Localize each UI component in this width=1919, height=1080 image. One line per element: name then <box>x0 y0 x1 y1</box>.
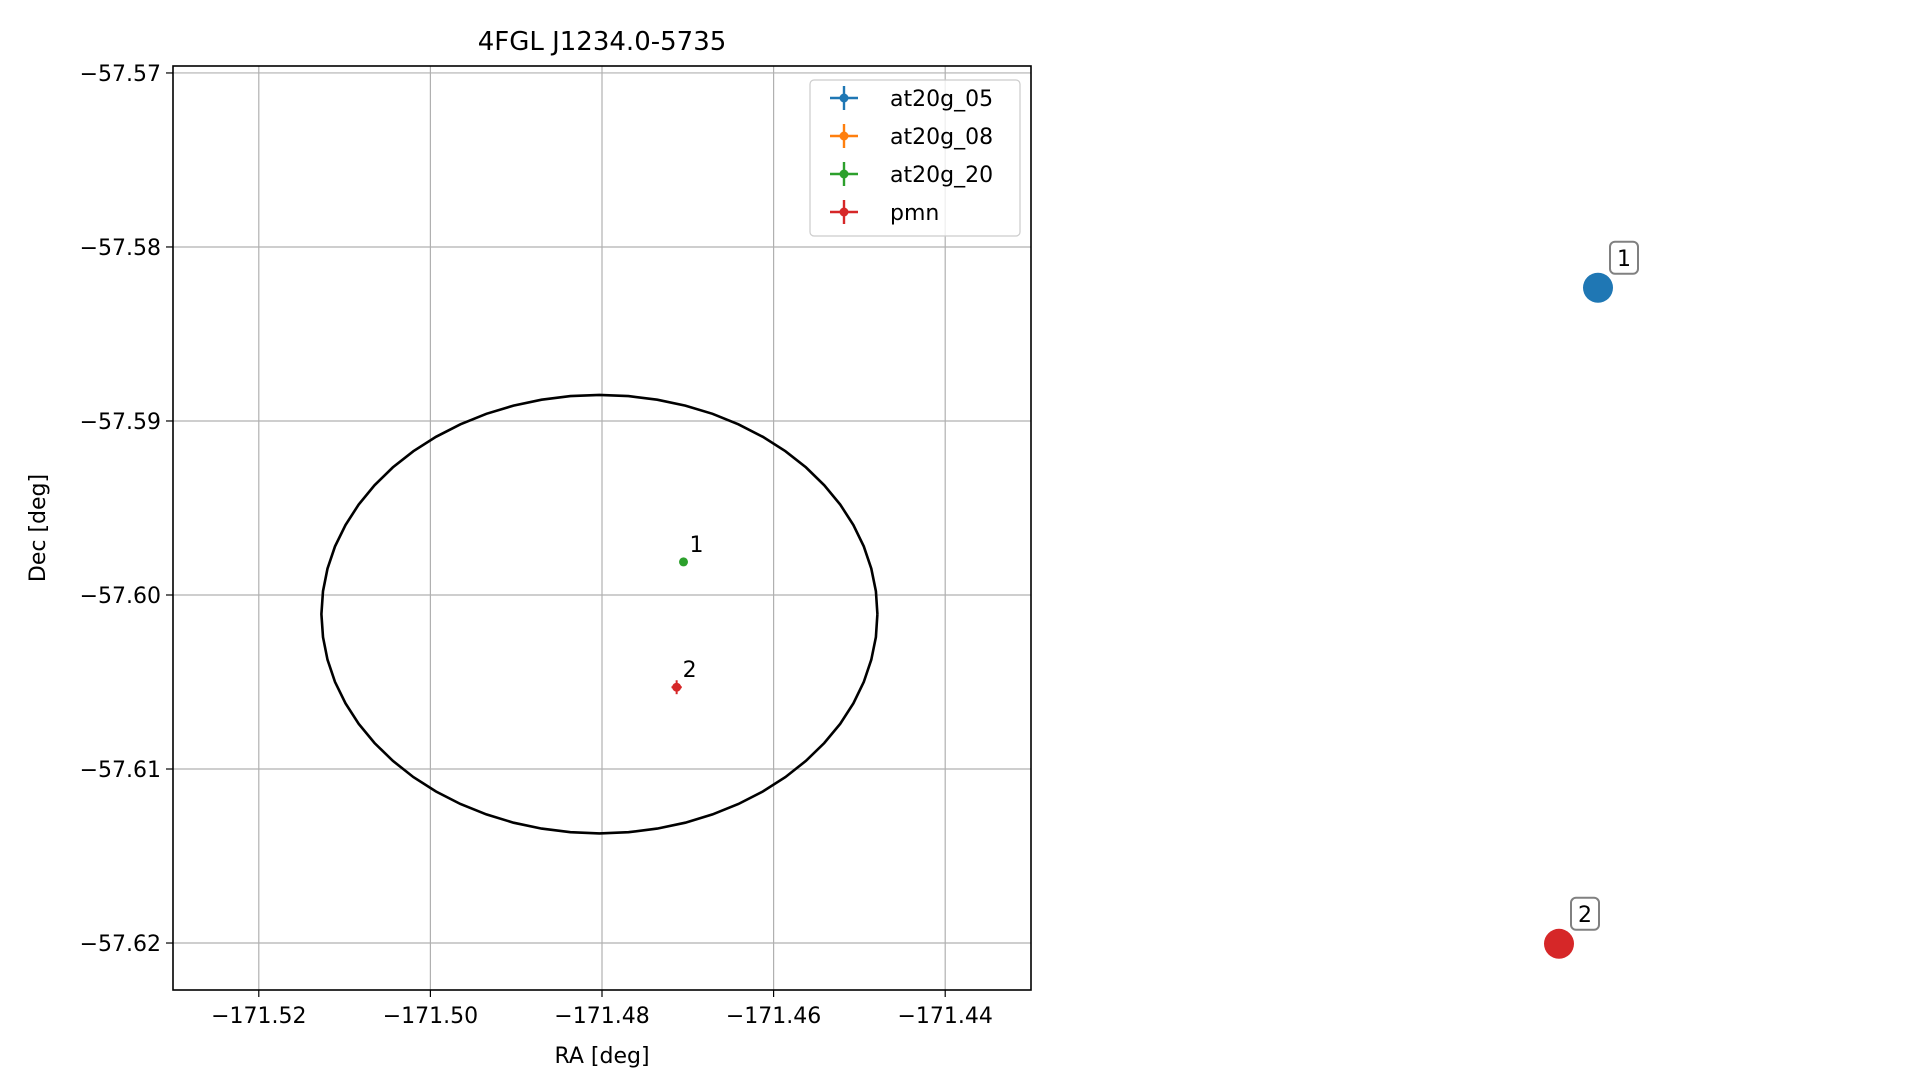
legend-marker-dot <box>839 169 849 179</box>
right-marker-1: 1 <box>1583 240 1639 303</box>
right-marker-2: 2 <box>1544 896 1600 959</box>
right-panel: 12 <box>1544 240 1639 959</box>
grid-lines <box>173 66 1031 990</box>
legend-marker-dot <box>839 131 849 141</box>
data-point-at20g_20: 1 <box>679 533 704 567</box>
tick-layer: −171.52 −171.50 −171.48 −171.46 −171.44 −57.5… <box>80 62 993 1029</box>
point-annotation: 2 <box>683 658 697 683</box>
y-tick-label: −57.60 <box>80 584 161 609</box>
x-axis-label: RA [deg] <box>554 1044 649 1069</box>
point-marker <box>679 557 689 567</box>
left-panel: 12 −171.52 −171.50 −171.48 −171.46 −171.44−5… <box>26 27 1032 1069</box>
right-point-circle <box>1583 272 1613 303</box>
source-points-layer: 12 <box>671 533 704 695</box>
y-axis-label: Dec [deg] <box>26 474 51 582</box>
y-tick-label: −57.61 <box>80 758 161 783</box>
y-tick-label: −57.62 <box>80 932 161 957</box>
right-point-label-box <box>1570 896 1600 931</box>
y-tick-label: −57.57 <box>80 62 161 87</box>
legend-label: at20g_08 <box>890 125 993 150</box>
legend-item-pmn: pmn <box>830 200 939 226</box>
error-ellipse <box>320 393 879 835</box>
right-point-circle <box>1544 928 1574 959</box>
y-tick-label: −57.59 <box>80 410 161 435</box>
legend-marker-dot <box>839 207 849 217</box>
legend-marker-dot <box>839 93 849 103</box>
data-point-pmn: 2 <box>671 658 697 695</box>
legend-item-at20g_05: at20g_05 <box>830 86 993 112</box>
chart-title: 4FGL J1234.0-5735 <box>478 27 727 57</box>
legend-label: at20g_05 <box>890 87 993 112</box>
right-point-label: 2 <box>1578 903 1592 928</box>
legend-item-at20g_08: at20g_08 <box>830 124 993 150</box>
right-point-label: 1 <box>1617 247 1631 272</box>
legend-item-at20g_20: at20g_20 <box>830 162 993 188</box>
x-tick-label: −171.48 <box>554 1004 649 1029</box>
x-tick-label: −171.52 <box>211 1004 306 1029</box>
legend-box <box>809 79 1021 237</box>
right-point-label-box <box>1609 240 1639 275</box>
x-tick-label: −171.44 <box>897 1004 992 1029</box>
y-tick-label: −57.58 <box>80 236 161 261</box>
legend-label: pmn <box>890 201 939 226</box>
point-annotation: 1 <box>690 533 704 558</box>
point-marker <box>672 682 682 692</box>
x-tick-label: −171.46 <box>726 1004 821 1029</box>
legend-label: at20g_20 <box>890 163 993 188</box>
error-ellipse-layer <box>320 393 879 835</box>
x-tick-label: −171.50 <box>383 1004 478 1029</box>
